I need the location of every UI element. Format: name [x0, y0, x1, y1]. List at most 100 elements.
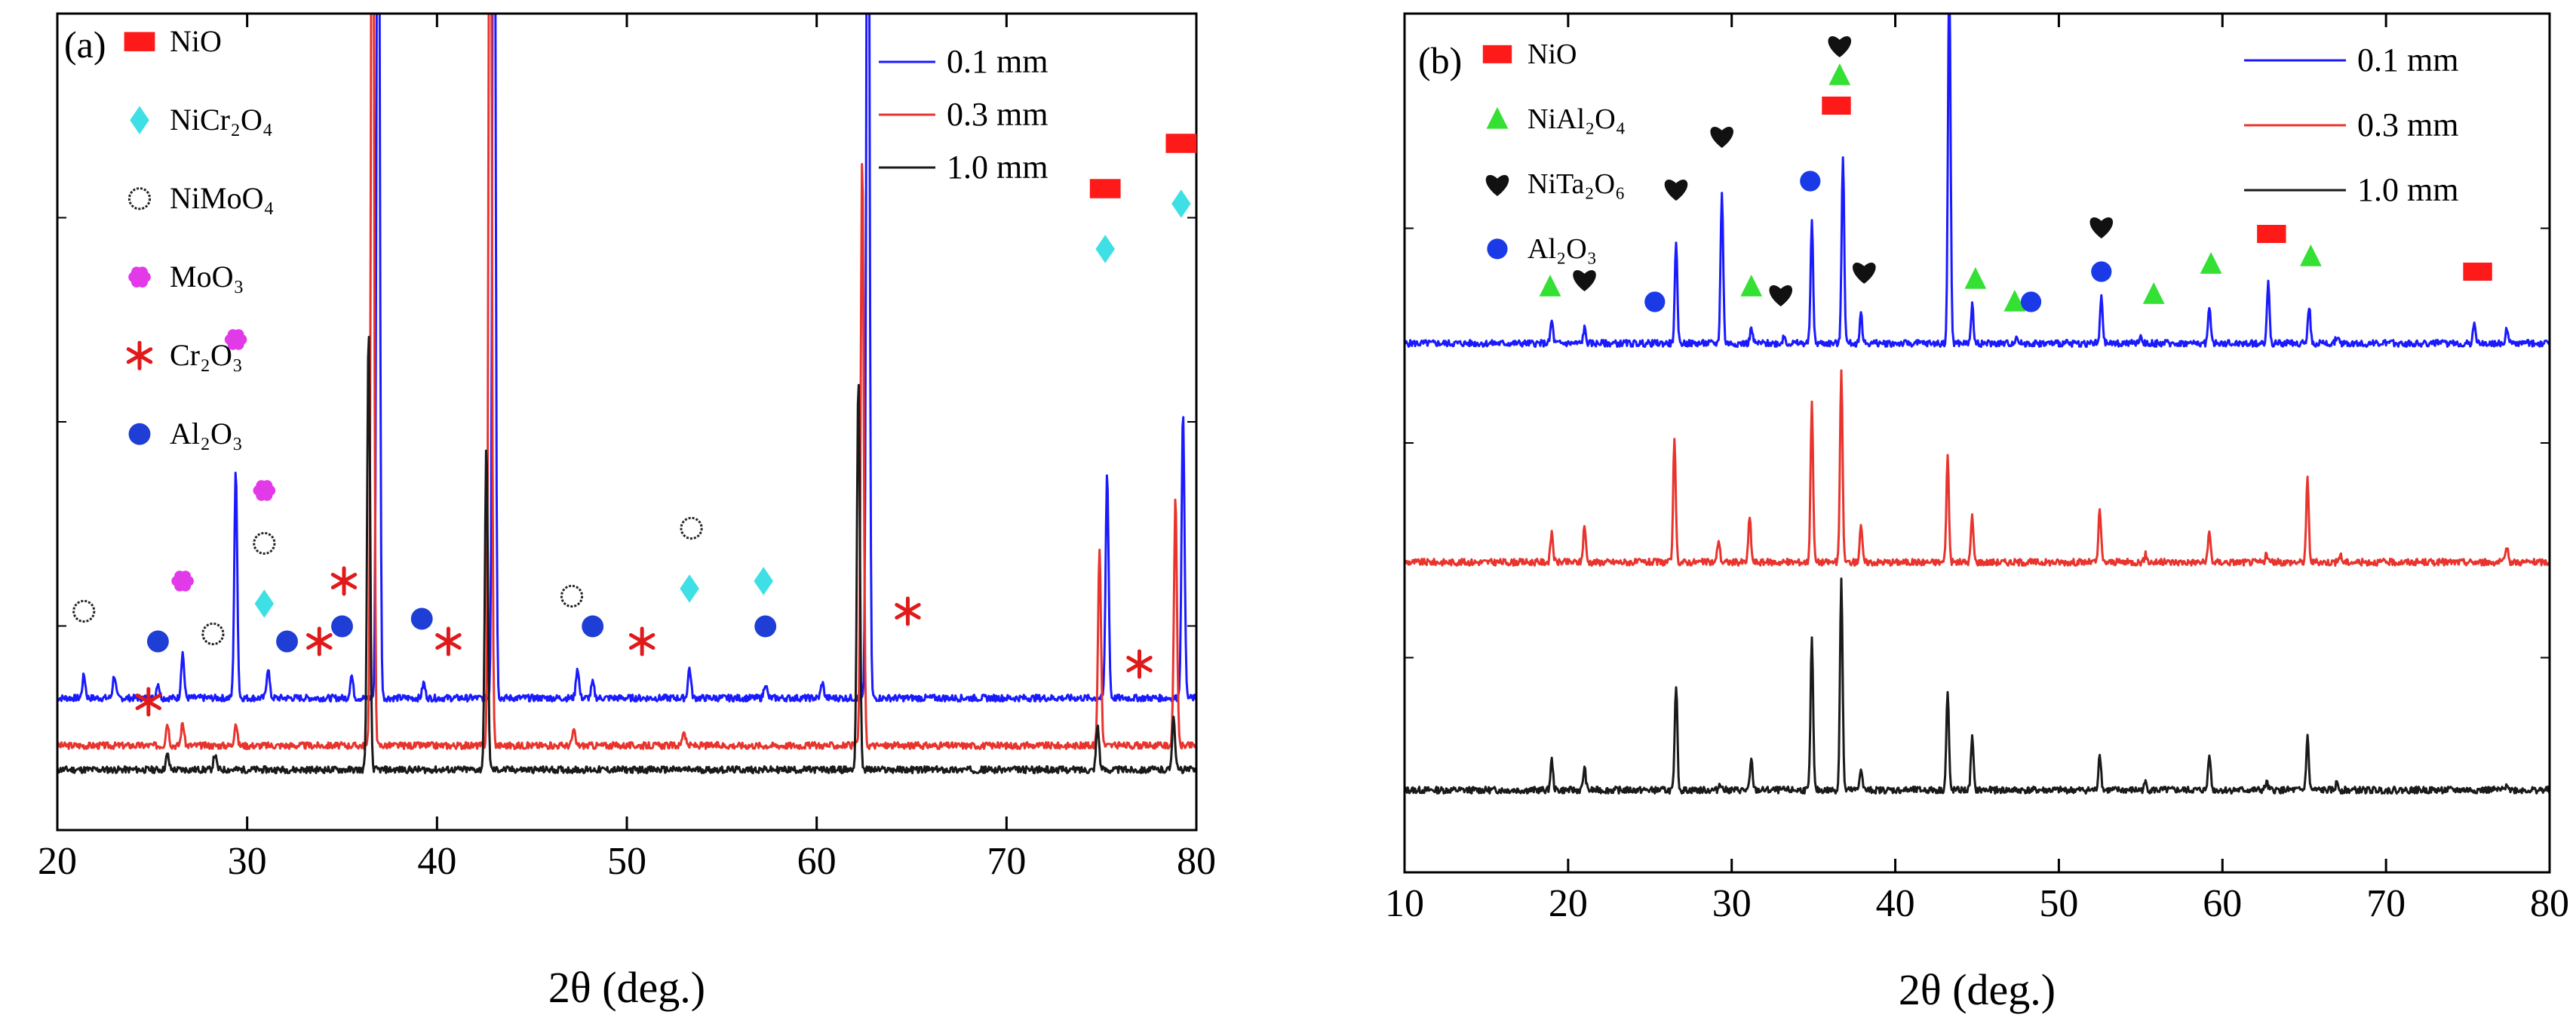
peak-marker-al2o3 — [410, 607, 433, 630]
peak-marker-cr2o3 — [628, 626, 656, 657]
legend-label: 0.1 mm — [2357, 42, 2458, 78]
panel-a-x-label: 2θ (deg.) — [548, 963, 705, 1012]
peak-marker-cr2o3 — [895, 596, 921, 626]
peak-marker-nial2o4 — [1740, 275, 1763, 297]
peak-marker-nimoo4 — [201, 622, 225, 646]
legend-item-0-3-mm: 0.3 mm — [2244, 106, 2458, 143]
panel-b-x-axis: 10 20 30 40 50 60 70 80 — [1385, 14, 2569, 925]
phase-legend-item-cr2o3: Cr₂O₃ — [126, 338, 243, 372]
peak-marker-nicr2o4 — [754, 567, 773, 595]
peak-marker-nio — [2463, 263, 2492, 281]
peak-marker-nial2o4 — [2142, 282, 2165, 304]
phase-legend-item-nimoo4: NiMoO₄ — [127, 181, 274, 215]
phase-legend-item-nio: NiO — [1482, 38, 1577, 70]
x-tick-label-30: 30 — [228, 840, 267, 883]
peak-marker-nial2o4 — [2299, 244, 2322, 266]
phase-legend-marker — [128, 266, 151, 288]
phase-legend-marker — [1482, 45, 1512, 63]
x-tick-label-20: 20 — [38, 840, 77, 883]
panel-a-x-axis: 20 30 40 50 60 70 80 — [38, 14, 1216, 883]
phase-legend-label: Al₂O₃ — [170, 417, 243, 451]
phase-legend-label: Al₂O₃ — [1527, 233, 1597, 265]
phase-legend-label: NiTa₂O₆ — [1527, 168, 1625, 200]
phase-legend-item-al2o3: Al₂O₃ — [128, 417, 243, 451]
peak-marker-nial2o4 — [2200, 252, 2222, 274]
phase-legend-marker — [1486, 106, 1509, 129]
series-line-0-3-mm — [1405, 369, 2550, 567]
phase-legend-item-nio: NiO — [124, 24, 222, 58]
peak-marker-nita2o6 — [1853, 262, 1876, 284]
legend-item-1-0-mm: 1.0 mm — [879, 149, 1048, 186]
series-line-1-0-mm — [57, 336, 1196, 774]
panel-a-series-legend: 0.1 mm 0.3 mm 1.0 mm — [879, 43, 1048, 186]
phase-legend-label: NiO — [170, 24, 222, 58]
x-tick-label-50: 50 — [607, 840, 646, 883]
x-tick-label-80: 80 — [1177, 840, 1216, 883]
peak-marker-nita2o6 — [1769, 284, 1793, 306]
x-tick-label-70: 70 — [2366, 882, 2406, 925]
x-tick-label-10: 10 — [1385, 882, 1424, 925]
panel-b-series — [1405, 14, 2550, 795]
peak-marker-moo3 — [171, 570, 194, 592]
phase-legend-label: NiMoO₄ — [170, 181, 274, 215]
peak-marker-nio — [1089, 179, 1121, 198]
legend-label: 0.1 mm — [947, 43, 1048, 80]
x-tick-label-70: 70 — [987, 840, 1026, 883]
peak-marker-cr2o3 — [135, 687, 162, 717]
x-tick-label-80: 80 — [2530, 882, 2569, 925]
peak-marker-nicr2o4 — [1171, 189, 1191, 218]
x-tick-label-50: 50 — [2039, 882, 2078, 925]
x-tick-label-40: 40 — [1876, 882, 1915, 925]
panel-a-peak-markers — [72, 134, 1197, 717]
x-tick-label-40: 40 — [417, 840, 456, 883]
peak-marker-nial2o4 — [2003, 290, 2026, 312]
legend-label: 1.0 mm — [947, 149, 1048, 186]
panel-b-label: (b) — [1418, 39, 1462, 81]
peak-marker-nial2o4 — [1828, 63, 1851, 85]
phase-legend-marker — [130, 106, 149, 134]
legend-item-0-3-mm: 0.3 mm — [879, 96, 1048, 133]
series-line-0-1-mm — [57, 14, 1196, 703]
peak-marker-cr2o3 — [330, 566, 358, 596]
peak-marker-nicr2o4 — [680, 574, 699, 603]
legend-item-0-1-mm: 0.1 mm — [879, 43, 1048, 80]
phase-legend-item-moo3: MoO₃ — [128, 260, 244, 294]
peak-marker-nita2o6 — [1828, 35, 1852, 57]
series-line-0-3-mm — [57, 14, 1196, 750]
phase-legend-marker — [126, 340, 153, 371]
phase-legend-item-nicr2o4: NiCr₂O₄ — [130, 103, 273, 137]
peak-marker-al2o3 — [1644, 291, 1666, 312]
legend-label: 0.3 mm — [2357, 106, 2458, 143]
peak-marker-moo3 — [253, 480, 276, 501]
panel-a-label: (a) — [64, 23, 106, 66]
x-tick-label-60: 60 — [2203, 882, 2242, 925]
phase-legend-label: NiCr₂O₄ — [170, 103, 273, 137]
series-line-1-0-mm — [1405, 577, 2550, 795]
phase-legend-marker — [127, 187, 152, 211]
peak-marker-moo3 — [224, 329, 247, 350]
series-line-0-1-mm — [1405, 14, 2550, 348]
peak-marker-al2o3 — [754, 615, 777, 638]
panel-a-series — [57, 14, 1196, 774]
panel-a: (a) 20 30 40 50 60 70 80 NiO NiCr₂O₄ NiMoO₄ MoO₃ C… — [38, 12, 1216, 1012]
phase-legend-label: NiAl₂O₄ — [1527, 103, 1626, 135]
peak-marker-al2o3 — [582, 615, 604, 638]
peak-marker-nimoo4 — [72, 599, 96, 623]
peak-marker-nita2o6 — [2089, 217, 2114, 238]
peak-marker-nita2o6 — [1710, 126, 1733, 148]
peak-marker-nial2o4 — [1539, 275, 1561, 297]
peak-marker-nimoo4 — [560, 584, 584, 608]
phase-legend-marker — [124, 32, 155, 51]
phase-legend-marker — [1487, 238, 1508, 260]
phase-legend-label: MoO₃ — [170, 260, 244, 294]
peak-marker-nimoo4 — [253, 531, 276, 555]
peak-marker-nicr2o4 — [254, 589, 275, 618]
phase-legend-marker — [1485, 174, 1509, 196]
phase-legend-label: Cr₂O₃ — [170, 338, 243, 372]
legend-item-1-0-mm: 1.0 mm — [2244, 171, 2458, 208]
legend-item-0-1-mm: 0.1 mm — [2244, 42, 2458, 78]
panel-a-phase-legend: NiO NiCr₂O₄ NiMoO₄ MoO₃ Cr₂O₃ Al₂O₃ — [124, 24, 274, 451]
panel-b-frame — [1403, 12, 2551, 874]
peak-marker-al2o3 — [1800, 171, 1821, 192]
